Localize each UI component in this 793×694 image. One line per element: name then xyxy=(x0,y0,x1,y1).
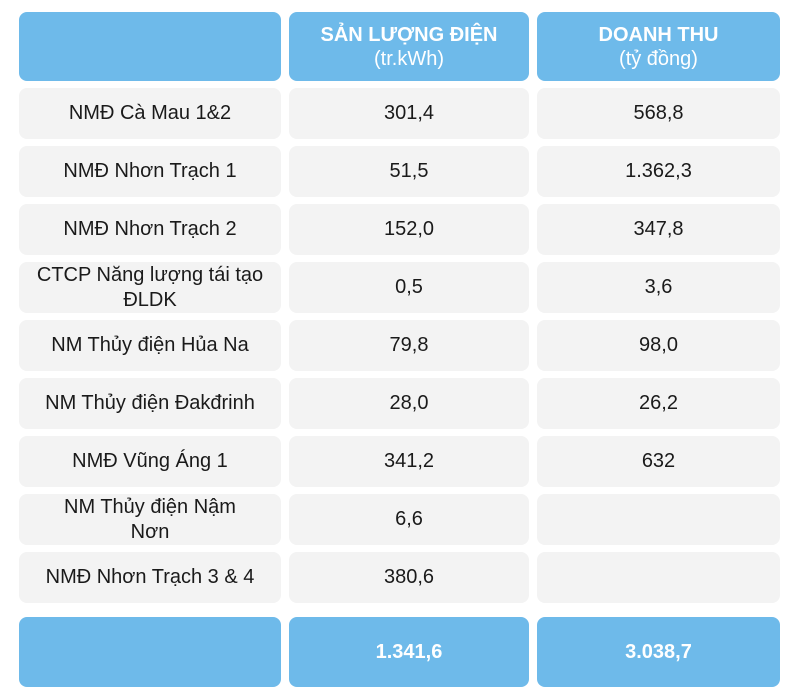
table-row-revenue: 98,0 xyxy=(537,320,780,371)
table-row-output: 341,2 xyxy=(289,436,529,487)
table-row-output: 380,6 xyxy=(289,552,529,603)
total-revenue-value: 3.038,7 xyxy=(625,640,692,663)
table-row-name: NMĐ Cà Mau 1&2 xyxy=(19,88,281,139)
table-row-revenue xyxy=(537,552,780,603)
table-row-name: NM Thủy điện Đakđrinh xyxy=(19,378,281,429)
table-row-name: NM Thủy điện Hủa Na xyxy=(19,320,281,371)
table-row-output: 28,0 xyxy=(289,378,529,429)
total-revenue-cell: 3.038,7 xyxy=(537,617,780,687)
table-row-output: 6,6 xyxy=(289,494,529,545)
header-revenue-cell: DOANH THU (tỷ đồng) xyxy=(537,12,780,81)
table-row-output: 79,8 xyxy=(289,320,529,371)
table-row-name: NMĐ Nhơn Trạch 2 xyxy=(19,204,281,255)
header-empty-cell xyxy=(19,12,281,81)
total-output-cell: 1.341,6 xyxy=(289,617,529,687)
header-revenue-title: DOANH THU xyxy=(598,23,719,46)
table-row-revenue: 3,6 xyxy=(537,262,780,313)
header-revenue-unit: (tỷ đồng) xyxy=(619,47,698,70)
table-row-revenue: 1.362,3 xyxy=(537,146,780,197)
header-output-unit: (tr.kWh) xyxy=(374,47,444,70)
table-row-name: NM Thủy điện Nậm Nơn xyxy=(19,494,281,545)
table-row-revenue: 632 xyxy=(537,436,780,487)
table-row-revenue: 26,2 xyxy=(537,378,780,429)
table-row-output: 301,4 xyxy=(289,88,529,139)
table-row-output: 51,5 xyxy=(289,146,529,197)
table-row-name: NMĐ Nhơn Trạch 1 xyxy=(19,146,281,197)
table-row-output: 152,0 xyxy=(289,204,529,255)
header-output-cell: SẢN LƯỢNG ĐIỆN (tr.kWh) xyxy=(289,12,529,81)
table-row-revenue xyxy=(537,494,780,545)
total-output-value: 1.341,6 xyxy=(375,640,443,663)
table-row-name: CTCP Năng lượng tái tạo ĐLDK xyxy=(19,262,281,313)
total-label-cell xyxy=(19,617,281,687)
table-row-name: NMĐ Vũng Áng 1 xyxy=(19,436,281,487)
table-row-revenue: 568,8 xyxy=(537,88,780,139)
header-output-title: SẢN LƯỢNG ĐIỆN xyxy=(320,23,498,46)
table-row-revenue: 347,8 xyxy=(537,204,780,255)
table-row-name: NMĐ Nhơn Trạch 3 & 4 xyxy=(19,552,281,603)
table-row-output: 0,5 xyxy=(289,262,529,313)
